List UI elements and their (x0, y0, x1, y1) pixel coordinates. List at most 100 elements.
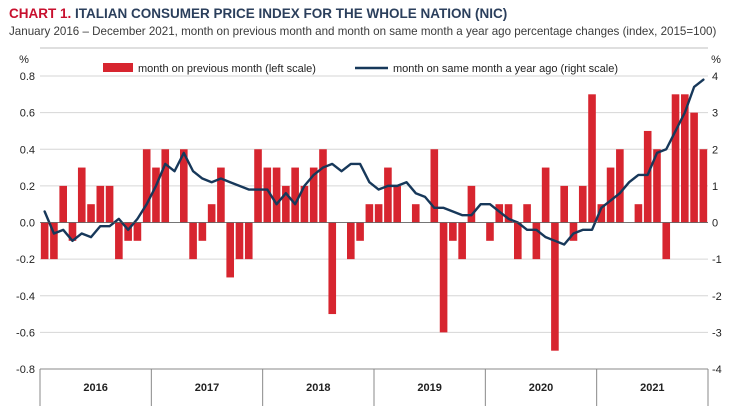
left-tick-label: 0.6 (20, 108, 35, 120)
mom-bar (356, 222, 364, 241)
mom-bar (588, 94, 596, 223)
mom-bar (254, 149, 262, 223)
mom-bar (105, 185, 114, 223)
mom-bar (235, 222, 244, 260)
mom-bar (569, 222, 578, 241)
mom-bar (681, 94, 689, 223)
mom-bar (384, 167, 392, 223)
mom-bar (597, 204, 606, 223)
mom-bar (578, 185, 587, 223)
mom-bar (347, 222, 355, 260)
year-label: 2019 (417, 382, 441, 394)
mom-bar (523, 204, 531, 223)
chart-title: CHART 1. ITALIAN CONSUMER PRICE INDEX FO… (9, 6, 507, 21)
mom-bar (662, 222, 671, 260)
left-axis-unit: % (19, 54, 29, 66)
mom-bar (226, 222, 234, 278)
chart-subtitle: January 2016 – December 2021, month on p… (9, 25, 717, 38)
mom-bar (541, 167, 550, 223)
mom-bar (699, 149, 708, 223)
right-axis-unit: % (711, 54, 721, 66)
mom-bar (115, 222, 123, 260)
mom-bar (616, 149, 624, 223)
mom-bar (319, 149, 327, 223)
mom-bar (439, 222, 448, 333)
mom-bar (430, 149, 439, 223)
legend-bar-swatch (103, 63, 133, 72)
mom-bar (671, 94, 680, 223)
legend: month on previous month (left scale) mont… (103, 63, 618, 75)
right-tick-label: -3 (712, 327, 722, 339)
right-tick-label: 1 (712, 181, 718, 193)
year-label: 2021 (640, 382, 664, 394)
year-label: 2018 (306, 382, 330, 394)
mom-bar (309, 167, 318, 223)
mom-bar (59, 185, 67, 223)
left-tick-label: 0.2 (20, 181, 35, 193)
mom-bar (96, 185, 105, 223)
mom-bar (374, 204, 383, 223)
left-tick-label: -0.6 (16, 327, 35, 339)
mom-bar (124, 222, 132, 241)
mom-bar (291, 167, 299, 223)
mom-bar (217, 167, 225, 223)
mom-bar (449, 222, 457, 241)
right-tick-label: 0 (712, 218, 718, 230)
right-tick-label: 3 (712, 108, 718, 120)
mom-bar (634, 204, 643, 223)
mom-bar (50, 222, 58, 260)
mom-bar (551, 222, 559, 351)
year-label: 2020 (529, 382, 553, 394)
mom-bar (514, 222, 522, 260)
mom-bar (189, 222, 197, 260)
legend-bar-label: month on previous month (left scale) (138, 63, 316, 75)
left-tick-label: -0.2 (16, 254, 35, 266)
mom-bar (87, 204, 95, 223)
mom-bar (77, 167, 86, 223)
left-tick-label: -0.4 (16, 291, 35, 303)
mom-bar (198, 222, 207, 241)
mom-bar (40, 222, 49, 260)
mom-bar (393, 185, 401, 223)
mom-bar (300, 185, 309, 223)
mom-bar (207, 204, 216, 223)
left-tick-label: 0.8 (20, 71, 35, 83)
mom-bar (486, 222, 494, 241)
mom-bar (495, 204, 504, 223)
mom-bar (328, 222, 337, 315)
mom-bar (653, 149, 661, 223)
mom-bar (142, 149, 151, 223)
right-tick-label: 2 (712, 144, 718, 156)
mom-bar (643, 130, 652, 223)
mom-bar (467, 185, 476, 223)
right-tick-label: -1 (712, 254, 722, 266)
left-tick-label: 0.4 (20, 144, 35, 156)
right-tick-label: 4 (712, 71, 718, 83)
mom-bar (133, 222, 142, 241)
mom-bar (690, 112, 698, 223)
mom-bar (458, 222, 466, 260)
mom-bar (282, 185, 290, 223)
mom-bar (152, 167, 160, 223)
yoy-line-path (43, 78, 705, 246)
axes: 0.8 0.6 0.4 0.2 0.0 -0.2 -0.4 -0.6 -0.8 4 3 2 1 0 -1 -2… (16, 54, 722, 406)
mom-bar (272, 167, 281, 223)
mom-bar (180, 149, 188, 223)
mom-bar (68, 222, 77, 241)
year-label: 2016 (83, 382, 107, 394)
year-label: 2017 (195, 382, 219, 394)
mom-bar (365, 204, 374, 223)
chart-title-text: ITALIAN CONSUMER PRICE INDEX FOR THE WHO… (75, 6, 508, 21)
yoy-line (43, 78, 705, 246)
mom-bar (606, 167, 615, 223)
mom-bar (532, 222, 541, 260)
mom-bar (263, 167, 272, 223)
mom-bar (411, 204, 420, 223)
legend-line-label: month on same month a year ago (right sc… (393, 63, 618, 75)
mom-bar (244, 222, 253, 260)
mom-bars (40, 94, 708, 351)
mom-bar (161, 149, 170, 223)
right-tick-label: -4 (712, 364, 722, 376)
mom-bar (504, 204, 513, 223)
